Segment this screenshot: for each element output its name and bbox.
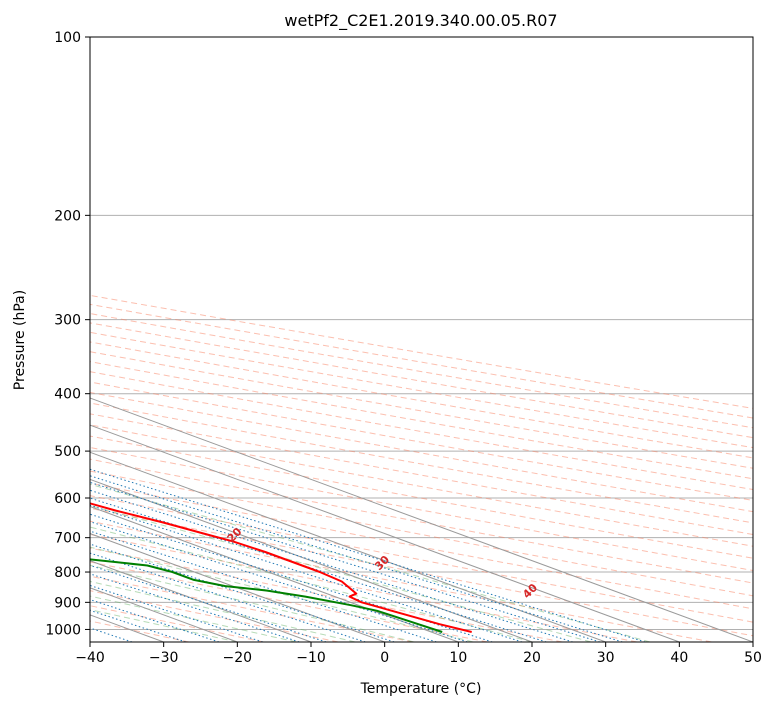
x-tick-label: 30	[597, 650, 615, 666]
dry-adiabat	[90, 413, 753, 536]
isotherm-line	[90, 478, 533, 642]
dry-adiabat	[90, 435, 753, 559]
plot-frame	[89, 36, 754, 643]
x-tick-label: 0	[380, 650, 389, 666]
y-tick-label: 500	[54, 444, 81, 460]
isotherm-line	[90, 587, 238, 642]
x-tick-label: −20	[223, 650, 253, 666]
y-tick-label: 300	[54, 313, 81, 329]
dry-adiabat	[90, 303, 753, 419]
wetbulb-label: 20	[225, 525, 245, 545]
y-axis-label: Pressure (hPa)	[12, 290, 28, 390]
moist-adiabat	[90, 580, 356, 642]
wetbulb-label: 30	[372, 553, 392, 573]
dry-adiabat	[90, 402, 753, 524]
x-tick-label: −10	[296, 650, 326, 666]
dry-adiabat	[90, 361, 753, 480]
y-tick-label: 100	[54, 30, 81, 46]
x-tick-label: −40	[75, 650, 105, 666]
moist-adiabat	[90, 505, 592, 642]
plot-area: 0.10.20.40.611.5234681013162025303601020…	[0, 37, 753, 642]
moist-adiabat	[90, 595, 297, 642]
dry-adiabat	[90, 575, 414, 642]
profile-series	[90, 502, 472, 633]
dry-adiabat	[90, 561, 488, 642]
dry-adiabat	[90, 294, 753, 409]
chart-title: wetPf2_C2E1.2019.340.00.05.R07	[284, 11, 557, 31]
mixing-ratio-line	[90, 489, 573, 642]
dry-adiabat	[90, 482, 753, 610]
mixing-ratio-line	[90, 552, 366, 642]
x-axis-label: Temperature (°C)	[360, 681, 482, 697]
dry-adiabat	[90, 533, 638, 642]
dry-adiabat	[90, 424, 753, 547]
dry-adiabat	[90, 547, 563, 642]
mixing-ratio-line	[90, 609, 186, 642]
x-tick-label: 10	[449, 650, 467, 666]
y-tick-label: 600	[54, 491, 81, 507]
isotherm-line	[90, 424, 680, 642]
dry-adiabat	[90, 620, 189, 642]
isotherm-line	[90, 397, 753, 642]
y-tick-label: 900	[54, 595, 81, 611]
dry-adiabat	[90, 371, 753, 491]
temperature-profile	[90, 502, 472, 633]
y-axis-ticks: 100 200 300 400 500 600 700 800 900 1000	[45, 30, 90, 638]
dry-adiabat	[90, 470, 753, 597]
moist-adiabat	[90, 609, 238, 642]
dry-adiabat	[90, 391, 753, 513]
isotherm-line	[90, 505, 459, 642]
mixing-ratio-label: 30	[0, 434, 20, 453]
dry-adiabat	[90, 322, 753, 439]
dry-adiabats	[90, 294, 753, 642]
mixing-ratio-line	[90, 564, 327, 642]
dry-adiabat	[90, 458, 753, 584]
dry-adiabat	[90, 447, 753, 572]
isotherm-line	[90, 451, 606, 642]
moist-adiabat	[90, 483, 651, 642]
mixing-ratio-line	[90, 530, 437, 642]
dewpoint-profile	[90, 558, 443, 633]
x-axis-ticks: −40 −30 −20 −10 0 10 20 30 40 50	[75, 642, 762, 666]
dry-adiabat	[90, 351, 753, 469]
x-tick-label: 50	[744, 650, 762, 666]
dry-adiabat	[90, 507, 753, 637]
moist-adiabat	[90, 526, 533, 642]
x-tick-label: 20	[523, 650, 541, 666]
y-tick-label: 1000	[45, 622, 81, 638]
y-tick-label: 700	[54, 531, 81, 547]
dry-adiabat	[90, 381, 753, 501]
skewed-isotherms	[90, 397, 753, 642]
dry-adiabat	[90, 495, 753, 623]
moist-adiabats	[90, 483, 651, 642]
dry-adiabat	[90, 331, 753, 449]
isotherm-line	[90, 533, 385, 642]
moist-adiabat	[90, 564, 415, 642]
x-tick-label: 40	[670, 650, 688, 666]
dry-adiabat	[90, 341, 753, 459]
y-tick-label: 400	[54, 387, 81, 403]
y-tick-label: 200	[54, 208, 81, 224]
mixing-ratio-line	[90, 599, 220, 642]
wetbulb-label: 40	[520, 581, 540, 601]
mixing-ratio-line	[90, 475, 623, 642]
moist-adiabat	[90, 546, 474, 642]
mixing-ratio-line	[90, 573, 300, 642]
mixing-ratio-line	[90, 543, 395, 642]
mixing-ratio-label: 36	[21, 434, 41, 453]
y-tick-label: 800	[54, 565, 81, 581]
mixing-ratio-line	[90, 468, 646, 642]
x-tick-label: −30	[149, 650, 179, 666]
dry-adiabat	[90, 313, 753, 429]
